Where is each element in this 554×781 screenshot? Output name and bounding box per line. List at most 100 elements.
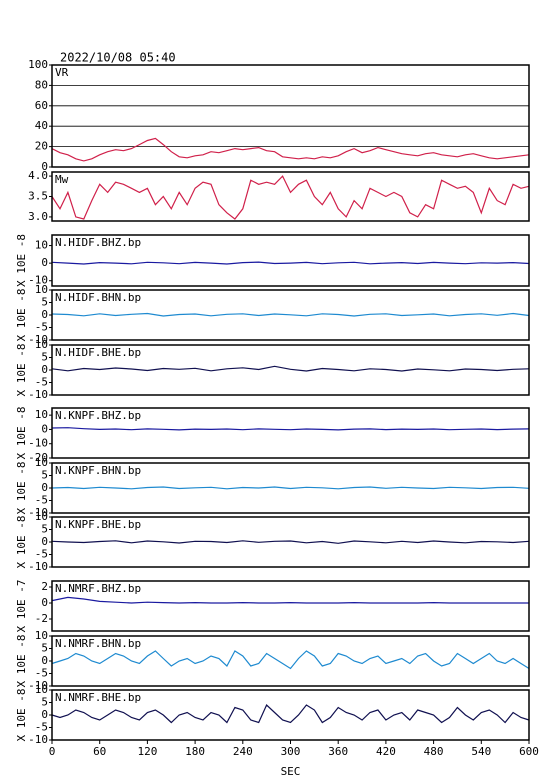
y-tick-label: 0 [41, 481, 48, 494]
y-tick-label: -10 [28, 437, 48, 450]
panel-label: N.NMRF.BHE.bp [55, 691, 141, 704]
y-tick-label: -10 [28, 388, 48, 401]
trace [51, 261, 530, 265]
x-tick-label: 180 [185, 745, 205, 758]
panel-frame [51, 344, 530, 396]
x-tick-label: 600 [519, 745, 539, 758]
panel-frame [51, 289, 530, 341]
y-tick-label: 3.0 [28, 210, 48, 223]
chart-title: 2022/10/08 05:40 [60, 51, 176, 65]
x-tick-label: 120 [137, 745, 157, 758]
y-tick-label: 100 [28, 58, 48, 71]
x-tick-label: 60 [93, 745, 106, 758]
panel-label: N.NMRF.BHN.bp [55, 637, 141, 650]
y-tick-label: 0 [41, 422, 48, 435]
y-tick-label: 20 [35, 140, 48, 153]
trace [51, 540, 530, 544]
y-tick-label: 10 [35, 338, 48, 351]
y-tick-label: -10 [28, 506, 48, 519]
y-tick-label: 0 [41, 708, 48, 721]
y-tick-label: 40 [35, 119, 48, 132]
y-tick-label: 10 [35, 629, 48, 642]
panel-frame [51, 580, 530, 632]
y-tick-label: 2 [41, 580, 48, 593]
trace [51, 137, 530, 162]
panel-frame [51, 635, 530, 687]
y-tick-label: 0 [41, 256, 48, 269]
y-tick-label: 3.5 [28, 190, 48, 203]
y-tick-label: -5 [35, 721, 48, 734]
panel-label: Mw [55, 173, 69, 186]
y-tick-label: -10 [28, 333, 48, 346]
y-tick-label: -10 [28, 733, 48, 746]
panel-frame [51, 516, 530, 568]
panel-label: N.HIDF.BHN.bp [55, 291, 141, 304]
y-tick-label: -5 [35, 321, 48, 334]
trace [51, 596, 529, 604]
trace [51, 486, 530, 490]
y-tick-label: 10 [35, 283, 48, 296]
y-tick-label: 5 [41, 296, 48, 309]
y-tick-label: -5 [35, 376, 48, 389]
trace [51, 312, 530, 317]
y-tick-label: -10 [28, 560, 48, 573]
x-axis-label: SEC [281, 765, 301, 778]
y-tick-label: 10 [35, 456, 48, 469]
y-tick-label: 4.0 [28, 169, 48, 182]
y-tick-label: 5 [41, 642, 48, 655]
trace [51, 365, 530, 372]
y-tick-label: 5 [41, 351, 48, 364]
x-tick-label: 420 [376, 745, 396, 758]
panel-frame [51, 234, 530, 287]
y-tick-label: 60 [35, 99, 48, 112]
x-tick-label: 540 [471, 745, 491, 758]
panel-label: N.HIDF.BHZ.bp [55, 236, 141, 249]
y-tick-label: 0 [41, 654, 48, 667]
y-tick-label: -10 [28, 274, 48, 287]
panel-frame [51, 171, 530, 222]
trace [51, 650, 530, 670]
y-tick-label: 0 [41, 596, 48, 609]
y-axis-label: X 10E -8 [15, 462, 28, 515]
y-tick-label: 10 [35, 510, 48, 523]
x-tick-label: 300 [281, 745, 301, 758]
panel-label: VR [55, 66, 69, 79]
y-tick-label: 10 [35, 239, 48, 252]
y-tick-label: -5 [35, 548, 48, 561]
trace [51, 703, 530, 724]
y-tick-label: -5 [35, 667, 48, 680]
panel-label: N.KNPF.BHE.bp [55, 518, 141, 531]
panel-frame [51, 462, 530, 514]
panel-label: N.KNPF.BHZ.bp [55, 409, 141, 422]
y-axis-label: X 10E -8 [15, 516, 28, 569]
y-axis-label: X 10E -7 [15, 580, 28, 633]
y-tick-label: 0 [41, 363, 48, 376]
y-axis-label: X 10E -8 [15, 635, 28, 688]
y-axis-label: X 10E -8 [15, 234, 28, 287]
panel-label: N.KNPF.BHN.bp [55, 464, 141, 477]
panel-frame [51, 64, 530, 168]
trace [51, 175, 530, 220]
panel-label: N.NMRF.BHZ.bp [55, 582, 141, 595]
y-tick-label: 80 [35, 78, 48, 91]
x-tick-label: 480 [424, 745, 444, 758]
y-tick-label: -10 [28, 679, 48, 692]
panel-label: N.HIDF.BHE.bp [55, 346, 141, 359]
panel-frame [51, 407, 530, 459]
y-axis-label: X 10E -8 [15, 407, 28, 460]
y-tick-label: 5 [41, 696, 48, 709]
y-axis-label: X 10E -8 [15, 689, 28, 742]
x-tick-label: 360 [328, 745, 348, 758]
x-tick-label: 0 [49, 745, 56, 758]
y-axis-label: X 10E -8 [15, 344, 28, 397]
y-tick-label: 10 [35, 408, 48, 421]
y-tick-label: -5 [35, 494, 48, 507]
y-tick-label: 10 [35, 683, 48, 696]
trace [51, 427, 530, 431]
y-axis-label: X 10E -8 [15, 289, 28, 342]
y-tick-label: 0 [41, 160, 48, 173]
y-tick-label: -20 [28, 451, 48, 464]
y-tick-label: 5 [41, 523, 48, 536]
y-tick-label: 5 [41, 469, 48, 482]
